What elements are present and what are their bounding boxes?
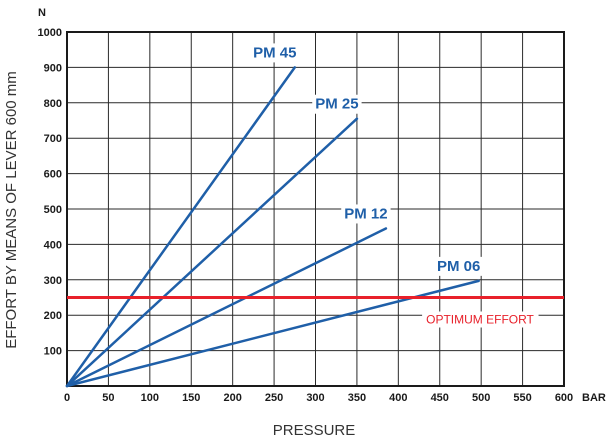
x-tick-label: 600 [555, 392, 573, 404]
series-label: PM 06 [437, 258, 480, 275]
y-tick-label: 1000 [38, 27, 62, 39]
y-axis-title: EFFORT BY MEANS OF LEVER 600 mm [3, 71, 20, 349]
y-tick-label: 800 [44, 98, 62, 110]
x-tick-label: 550 [513, 392, 531, 404]
series-label-background [341, 204, 391, 224]
x-tick-label: 500 [472, 392, 490, 404]
y-tick-label: 100 [44, 346, 62, 358]
x-tick-label: 250 [265, 392, 283, 404]
series-label-background [312, 94, 362, 114]
axis-ticks: 0 50 100 150 200 250 300 350 400 450 500 550 600 100 2… [38, 27, 574, 404]
x-tick-label: 450 [431, 392, 449, 404]
series-line [65, 117, 359, 388]
y-tick-label: 200 [44, 310, 62, 322]
series-label: PM 12 [344, 205, 387, 222]
y-tick-label: 700 [44, 133, 62, 145]
y-tick-label: 400 [44, 239, 62, 251]
x-tick-label: 300 [306, 392, 324, 404]
series-labels: PM 45 PM 25 PM 12 PM 06 [250, 43, 484, 276]
x-unit-label: BAR [582, 392, 606, 404]
series-label: PM 25 [315, 96, 358, 113]
series-line [65, 66, 297, 388]
y-tick-label: 300 [44, 275, 62, 287]
series-label: PM 45 [253, 44, 296, 61]
series-line [65, 227, 388, 388]
series-label-background [250, 43, 300, 63]
x-tick-label: 50 [102, 392, 114, 404]
series-lines [65, 66, 480, 388]
x-tick-label: 350 [348, 392, 366, 404]
x-tick-label: 200 [223, 392, 241, 404]
x-tick-label: 100 [141, 392, 159, 404]
optimum-effort-label: OPTIMUM EFFORT [426, 313, 534, 327]
y-tick-label: 500 [44, 204, 62, 216]
series-label-background [434, 256, 484, 276]
y-tick-label: 600 [44, 169, 62, 181]
y-tick-label: 900 [44, 62, 62, 74]
plot-frame [66, 31, 565, 387]
x-tick-label: 0 [64, 392, 70, 404]
x-tick-label: 150 [182, 392, 200, 404]
optimum-effort-label-background [422, 311, 539, 328]
y-unit-label: N [38, 7, 46, 19]
x-tick-label: 400 [389, 392, 407, 404]
reference-line-group: OPTIMUM EFFORT [67, 296, 564, 328]
x-axis-title: PRESSURE [273, 422, 356, 439]
